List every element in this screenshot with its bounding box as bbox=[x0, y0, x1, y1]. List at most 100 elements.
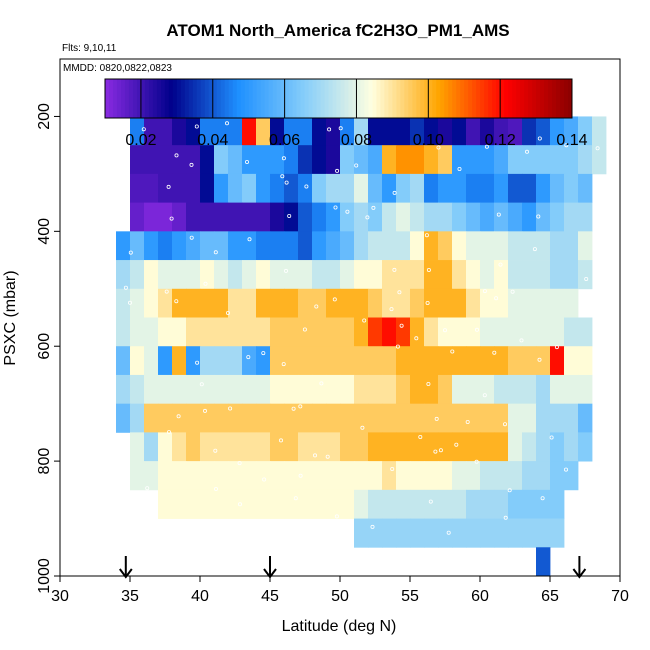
colorbar-swatch bbox=[444, 79, 449, 118]
heatmap-cell bbox=[298, 489, 313, 519]
heatmap-cell bbox=[172, 173, 187, 204]
heatmap-cell bbox=[382, 145, 397, 175]
sample-point bbox=[189, 235, 194, 240]
colorbar-swatch bbox=[520, 79, 525, 118]
heatmap-cell bbox=[368, 374, 383, 405]
heatmap-cell bbox=[480, 403, 495, 433]
sample-point bbox=[484, 144, 489, 149]
heatmap-cell bbox=[284, 173, 299, 204]
heatmap-cell bbox=[536, 317, 551, 347]
colorbar-swatch bbox=[132, 79, 138, 118]
heatmap-cell bbox=[466, 461, 481, 491]
heatmap-cell bbox=[410, 374, 425, 405]
colorbar-swatch bbox=[180, 79, 186, 118]
heatmap-cell bbox=[214, 432, 229, 462]
colorbar-swatch bbox=[436, 79, 441, 118]
colorbar-swatch bbox=[340, 79, 345, 118]
heatmap-cell bbox=[550, 317, 565, 347]
colorbar-swatch bbox=[228, 79, 234, 118]
heatmap-cell bbox=[438, 173, 453, 204]
heatmap-cell bbox=[354, 231, 369, 261]
heatmap-cell bbox=[368, 145, 383, 175]
colorbar-swatch bbox=[284, 79, 290, 118]
sample-point bbox=[287, 213, 292, 218]
heatmap-cell bbox=[340, 173, 355, 204]
heatmap-cell bbox=[368, 346, 383, 376]
heatmap-cell bbox=[368, 173, 383, 204]
heatmap-cell bbox=[410, 202, 425, 232]
sample-point bbox=[496, 212, 501, 217]
heatmap-cell bbox=[536, 518, 551, 548]
heatmap-cell bbox=[522, 260, 537, 290]
sample-point bbox=[203, 281, 208, 286]
heatmap-cell bbox=[368, 231, 383, 261]
heatmap-cell bbox=[186, 403, 201, 433]
sample-point bbox=[433, 449, 438, 454]
heatmap-cell bbox=[564, 317, 579, 347]
heatmap-cell bbox=[522, 518, 537, 548]
sample-point bbox=[482, 289, 487, 294]
sample-points bbox=[123, 92, 600, 535]
heatmap-cell bbox=[242, 317, 257, 347]
heatmap-cell bbox=[116, 403, 131, 433]
heatmap-cell bbox=[466, 260, 481, 290]
heatmap-cell bbox=[466, 288, 481, 318]
colorbar-swatch bbox=[276, 79, 282, 118]
heatmap-cell bbox=[368, 116, 383, 146]
sample-point bbox=[281, 156, 286, 161]
heatmap-cell bbox=[396, 346, 411, 376]
latitude-arrow bbox=[119, 556, 133, 579]
heatmap-cell bbox=[536, 231, 551, 261]
heatmap-cell bbox=[228, 145, 243, 175]
colorbar-swatch bbox=[268, 79, 274, 118]
heatmap-cell bbox=[200, 489, 215, 519]
heatmap-cell bbox=[326, 403, 341, 433]
heatmap-cell bbox=[326, 116, 341, 146]
heatmap-cell bbox=[214, 231, 229, 261]
sample-point bbox=[335, 168, 340, 173]
sample-point bbox=[261, 351, 266, 356]
heatmap-cell bbox=[522, 231, 537, 261]
heatmap-cell bbox=[270, 403, 285, 433]
heatmap-cell bbox=[494, 202, 509, 232]
heatmap-cell bbox=[578, 374, 593, 405]
colorbar-swatch bbox=[532, 79, 537, 118]
heatmap-cell bbox=[536, 374, 551, 405]
heatmap-cell bbox=[494, 260, 509, 290]
heatmap-cell bbox=[564, 403, 579, 433]
heatmap-cell bbox=[256, 489, 271, 519]
heatmap-cell bbox=[494, 489, 509, 519]
colorbar-swatch bbox=[312, 79, 318, 118]
heatmap-cell bbox=[158, 145, 173, 175]
heatmap-cell bbox=[158, 288, 173, 318]
heatmap-cell bbox=[158, 489, 173, 519]
sample-point bbox=[564, 143, 569, 148]
heatmap-cell bbox=[158, 403, 173, 433]
heatmap-cell bbox=[256, 116, 271, 146]
colorbar-gradient bbox=[105, 79, 573, 118]
heatmap-cell bbox=[424, 260, 439, 290]
heatmap-cell bbox=[326, 202, 341, 232]
heatmap-cell bbox=[312, 288, 327, 318]
colorbar-swatch bbox=[116, 79, 122, 118]
heatmap-cell bbox=[396, 317, 411, 347]
heatmap-cell bbox=[228, 403, 243, 433]
heatmap-cell bbox=[536, 489, 551, 519]
sample-point bbox=[537, 357, 542, 362]
sample-point bbox=[298, 404, 303, 409]
heatmap-cell bbox=[270, 317, 285, 347]
heatmap-cell bbox=[116, 260, 131, 290]
colorbar-swatch bbox=[416, 79, 421, 118]
heatmap-cell bbox=[284, 260, 299, 290]
heatmap-cell bbox=[172, 202, 187, 232]
heatmap-cell bbox=[298, 461, 313, 491]
colorbar-swatch bbox=[332, 79, 337, 118]
heatmap-cell bbox=[494, 432, 509, 462]
heatmap-cell bbox=[438, 346, 453, 376]
heatmap-cell bbox=[214, 317, 229, 347]
colorbar-tick-labels: 0.02 0.04 0.06 0.08 0.10 0.12 0.14 bbox=[125, 132, 587, 149]
heatmap-cell bbox=[312, 260, 327, 290]
heatmap-cell bbox=[410, 346, 425, 376]
heatmap-cell bbox=[298, 116, 313, 146]
heatmap-cell bbox=[508, 317, 523, 347]
